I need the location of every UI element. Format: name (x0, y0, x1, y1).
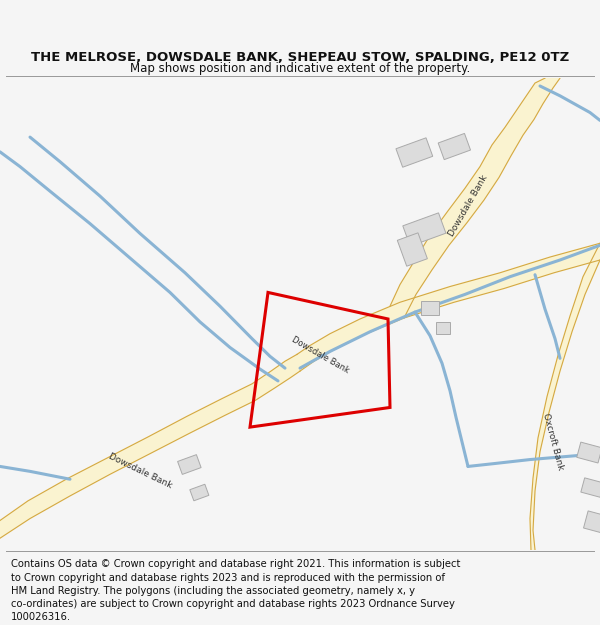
Bar (403, 213, 446, 246)
Polygon shape (530, 243, 600, 550)
Polygon shape (297, 243, 600, 371)
Text: Dowsdale Bank: Dowsdale Bank (447, 174, 489, 238)
Bar (396, 138, 433, 168)
Text: Contains OS data © Crown copyright and database right 2021. This information is : Contains OS data © Crown copyright and d… (11, 559, 460, 622)
Bar (436, 322, 450, 334)
Bar (581, 478, 600, 498)
Bar (421, 301, 439, 315)
Polygon shape (390, 78, 560, 318)
Bar (438, 133, 470, 159)
Bar (584, 511, 600, 534)
Bar (397, 233, 427, 266)
Text: Oxcroft Bank: Oxcroft Bank (541, 412, 565, 471)
Text: Dowsdale Bank: Dowsdale Bank (107, 452, 173, 491)
Text: Dowsdale Bank: Dowsdale Bank (290, 335, 350, 376)
Bar (577, 442, 600, 463)
Text: THE MELROSE, DOWSDALE BANK, SHEPEAU STOW, SPALDING, PE12 0TZ: THE MELROSE, DOWSDALE BANK, SHEPEAU STOW… (31, 51, 569, 64)
Text: Map shows position and indicative extent of the property.: Map shows position and indicative extent… (130, 62, 470, 75)
Bar (190, 484, 209, 501)
Polygon shape (0, 354, 300, 538)
Bar (178, 454, 201, 474)
